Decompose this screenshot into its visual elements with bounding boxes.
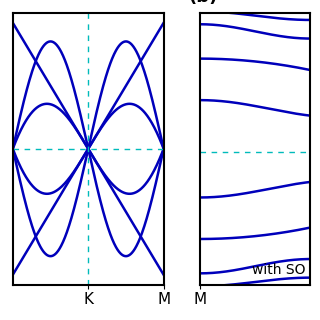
Text: with SO: with SO — [252, 263, 306, 276]
Text: (b): (b) — [188, 0, 218, 6]
